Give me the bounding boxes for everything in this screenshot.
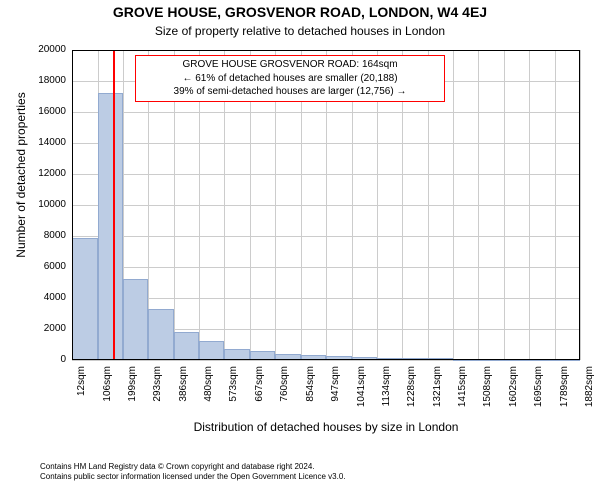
x-tick-label: 12sqm xyxy=(76,366,87,420)
property-marker-line xyxy=(113,50,115,360)
y-tick-label: 2000 xyxy=(16,323,66,334)
histogram-bar xyxy=(98,93,123,360)
x-tick-label: 1882sqm xyxy=(584,366,595,420)
y-tick-label: 6000 xyxy=(16,261,66,272)
x-tick-label: 667sqm xyxy=(254,366,265,420)
x-tick-label: 1041sqm xyxy=(356,366,367,420)
x-axis-label: Distribution of detached houses by size … xyxy=(72,420,580,434)
x-tick-label: 947sqm xyxy=(330,366,341,420)
chart-container: GROVE HOUSE, GROSVENOR ROAD, LONDON, W4 … xyxy=(0,0,600,500)
gridline xyxy=(555,50,556,360)
histogram-bar xyxy=(174,332,200,360)
x-tick-label: 1602sqm xyxy=(508,366,519,420)
footnote-line-2: Contains public sector information licen… xyxy=(40,472,346,482)
x-tick-label: 760sqm xyxy=(279,366,290,420)
gridline xyxy=(580,50,581,360)
x-tick-label: 293sqm xyxy=(152,366,163,420)
y-tick-label: 4000 xyxy=(16,292,66,303)
x-tick-label: 573sqm xyxy=(228,366,239,420)
annotation-line-2: ← 61% of detached houses are smaller (20… xyxy=(140,72,440,86)
histogram-bar xyxy=(199,341,224,360)
x-tick-label: 386sqm xyxy=(178,366,189,420)
y-axis xyxy=(72,50,73,360)
y-tick-label: 16000 xyxy=(16,106,66,117)
x-tick-label: 1134sqm xyxy=(381,366,392,420)
x-tick-label: 1789sqm xyxy=(559,366,570,420)
x-tick-label: 854sqm xyxy=(305,366,316,420)
x-tick-label: 106sqm xyxy=(102,366,113,420)
x-tick-label: 480sqm xyxy=(203,366,214,420)
x-axis xyxy=(72,359,580,360)
x-tick-label: 1228sqm xyxy=(406,366,417,420)
y-tick-label: 18000 xyxy=(16,75,66,86)
footnote: Contains HM Land Registry data © Crown c… xyxy=(40,462,346,483)
y-tick-label: 8000 xyxy=(16,230,66,241)
chart-subtitle: Size of property relative to detached ho… xyxy=(0,24,600,38)
gridline xyxy=(478,50,479,360)
x-tick-label: 199sqm xyxy=(127,366,138,420)
x-tick-label: 1508sqm xyxy=(482,366,493,420)
histogram-bar xyxy=(72,238,98,360)
histogram-bar xyxy=(148,309,173,360)
gridline xyxy=(504,50,505,360)
y-tick-label: 10000 xyxy=(16,199,66,210)
y-tick-label: 12000 xyxy=(16,168,66,179)
y-tick-label: 20000 xyxy=(16,44,66,55)
plot-border xyxy=(579,50,580,360)
gridline xyxy=(529,50,530,360)
annotation-line-3: 39% of semi-detached houses are larger (… xyxy=(140,85,440,99)
y-tick-label: 0 xyxy=(16,354,66,365)
y-tick-label: 14000 xyxy=(16,137,66,148)
x-tick-label: 1321sqm xyxy=(432,366,443,420)
gridline xyxy=(453,50,454,360)
plot-border xyxy=(72,50,580,51)
x-tick-label: 1415sqm xyxy=(457,366,468,420)
histogram-bar xyxy=(123,279,149,360)
x-tick-label: 1695sqm xyxy=(533,366,544,420)
footnote-line-1: Contains HM Land Registry data © Crown c… xyxy=(40,462,346,472)
chart-title: GROVE HOUSE, GROSVENOR ROAD, LONDON, W4 … xyxy=(0,4,600,20)
annotation-box: GROVE HOUSE GROSVENOR ROAD: 164sqm ← 61%… xyxy=(135,55,445,102)
annotation-line-1: GROVE HOUSE GROSVENOR ROAD: 164sqm xyxy=(140,58,440,72)
